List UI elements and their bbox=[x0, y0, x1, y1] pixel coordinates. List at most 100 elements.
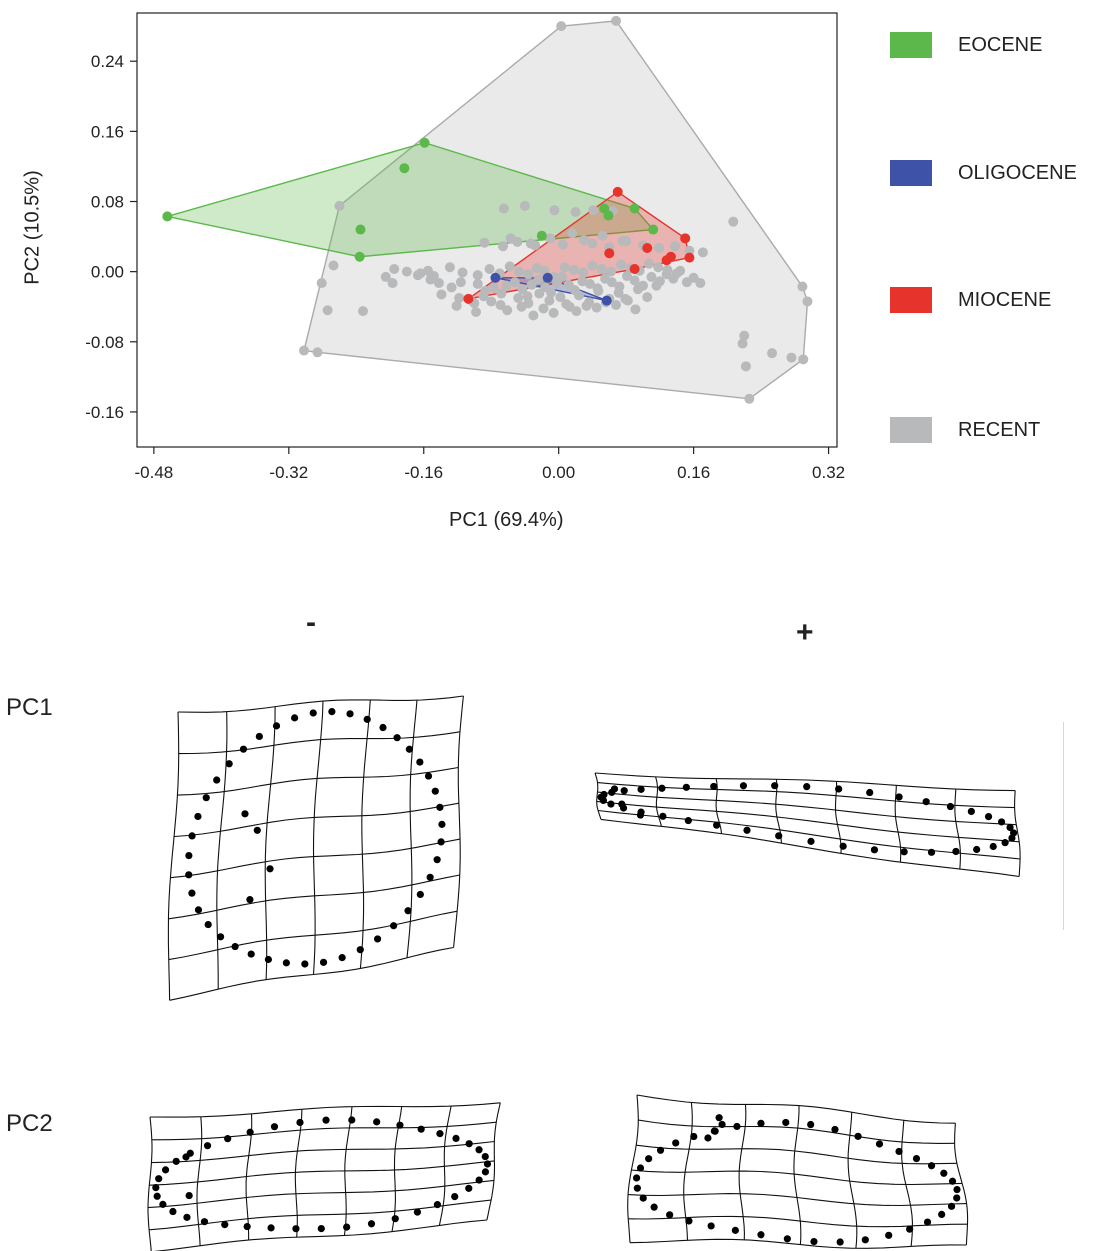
point-recent bbox=[502, 305, 513, 316]
point-recent bbox=[525, 238, 536, 249]
point-recent bbox=[401, 266, 412, 277]
point-recent bbox=[517, 284, 528, 295]
point-miocene bbox=[684, 252, 695, 263]
point-recent bbox=[472, 278, 483, 289]
point-recent bbox=[519, 200, 530, 211]
point-recent bbox=[415, 268, 426, 279]
positive-sign-label: + bbox=[796, 616, 814, 649]
point-recent bbox=[298, 345, 309, 356]
point-miocene bbox=[604, 248, 615, 259]
point-recent bbox=[457, 267, 468, 278]
point-recent bbox=[501, 280, 512, 291]
point-recent bbox=[312, 347, 323, 358]
x-tick-label: 0.00 bbox=[542, 463, 575, 482]
x-axis-title: PC1 (69.4%) bbox=[449, 509, 564, 531]
point-recent bbox=[606, 277, 617, 288]
point-recent bbox=[516, 301, 527, 312]
point-recent bbox=[544, 295, 555, 306]
point-recent bbox=[578, 235, 589, 246]
point-recent bbox=[334, 200, 345, 211]
point-recent bbox=[697, 247, 708, 258]
point-recent bbox=[613, 287, 624, 298]
point-recent bbox=[591, 302, 602, 313]
point-recent bbox=[605, 266, 616, 277]
point-recent bbox=[559, 262, 570, 273]
legend-swatch-eocene bbox=[890, 32, 932, 58]
point-recent bbox=[629, 275, 640, 286]
point-recent bbox=[573, 290, 584, 301]
point-recent bbox=[526, 279, 537, 290]
point-recent bbox=[422, 265, 433, 276]
point-recent bbox=[531, 263, 542, 274]
legend-label-oligocene: OLIGOCENE bbox=[958, 161, 1077, 184]
point-recent bbox=[495, 299, 506, 310]
point-recent bbox=[632, 284, 643, 295]
point-recent bbox=[570, 207, 581, 218]
point-recent bbox=[728, 216, 739, 227]
point-recent bbox=[546, 287, 557, 298]
point-miocene bbox=[661, 255, 672, 266]
point-recent bbox=[584, 278, 595, 289]
point-recent bbox=[578, 267, 589, 278]
point-recent bbox=[651, 280, 662, 291]
point-recent bbox=[471, 306, 482, 317]
point-recent bbox=[545, 233, 556, 244]
point-recent bbox=[504, 261, 515, 272]
legend-item-recent: RECENT bbox=[890, 415, 1040, 445]
point-recent bbox=[549, 205, 560, 216]
point-oligocene bbox=[490, 272, 501, 283]
point-recent bbox=[498, 203, 509, 214]
point-recent bbox=[620, 293, 631, 304]
legend-label-miocene: MIOCENE bbox=[958, 288, 1052, 311]
point-recent bbox=[802, 296, 813, 307]
point-recent bbox=[513, 292, 524, 303]
point-recent bbox=[739, 330, 750, 341]
point-recent bbox=[797, 281, 808, 292]
point-recent bbox=[387, 278, 398, 289]
point-recent bbox=[737, 338, 748, 349]
point-recent bbox=[505, 233, 516, 244]
point-recent bbox=[571, 306, 582, 317]
x-tick-label: -0.32 bbox=[269, 463, 308, 482]
point-recent bbox=[316, 278, 327, 289]
point-eocene bbox=[355, 224, 366, 235]
point-recent bbox=[455, 277, 466, 288]
point-recent bbox=[611, 299, 622, 310]
point-recent bbox=[509, 277, 520, 288]
row-label-pc2: PC2 bbox=[6, 1110, 53, 1137]
point-recent bbox=[557, 271, 568, 282]
point-recent bbox=[786, 352, 797, 363]
x-tick-label: -0.48 bbox=[134, 463, 173, 482]
point-recent bbox=[798, 354, 809, 365]
point-eocene bbox=[419, 137, 430, 148]
point-recent bbox=[533, 274, 544, 285]
point-recent bbox=[484, 264, 495, 275]
point-eocene bbox=[162, 211, 173, 222]
point-recent bbox=[358, 306, 369, 317]
point-recent bbox=[662, 264, 673, 275]
point-recent bbox=[328, 260, 339, 271]
plot-frame bbox=[136, 12, 838, 448]
y-tick-label: 0.00 bbox=[91, 263, 124, 282]
point-recent bbox=[486, 296, 497, 307]
separator-line bbox=[1063, 722, 1064, 930]
legend-swatch-miocene bbox=[890, 287, 932, 313]
point-recent bbox=[380, 271, 391, 282]
legend-item-oligocene: OLIGOCENE bbox=[890, 158, 1077, 188]
point-recent bbox=[568, 264, 579, 275]
point-recent bbox=[695, 278, 706, 289]
point-recent bbox=[488, 282, 499, 293]
y-tick-label: 0.16 bbox=[91, 122, 124, 141]
legend-swatch-recent bbox=[890, 417, 932, 443]
point-recent bbox=[322, 305, 333, 316]
point-oligocene bbox=[542, 272, 553, 283]
point-eocene bbox=[629, 203, 640, 214]
point-recent bbox=[548, 307, 559, 318]
point-recent bbox=[611, 15, 622, 26]
point-recent bbox=[523, 269, 534, 280]
point-recent bbox=[740, 361, 751, 372]
point-recent bbox=[534, 288, 545, 299]
point-recent bbox=[478, 291, 489, 302]
x-tick-label: 0.16 bbox=[677, 463, 710, 482]
